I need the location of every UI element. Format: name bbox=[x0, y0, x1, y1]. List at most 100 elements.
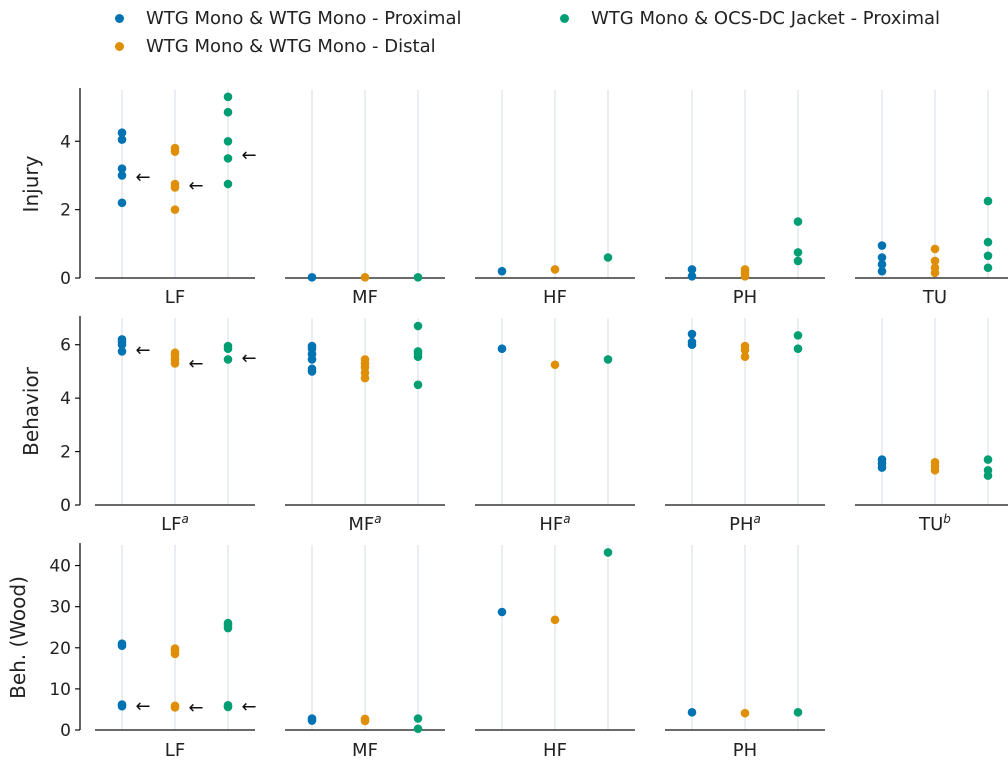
arrow-annotation: ← bbox=[135, 167, 150, 188]
data-point bbox=[877, 241, 887, 250]
data-point bbox=[983, 237, 993, 247]
data-point bbox=[930, 457, 940, 467]
y-tick-label: 40 bbox=[49, 557, 71, 577]
legend: WTG Mono & WTG Mono - Proximal WTG Mono … bbox=[0, 0, 1008, 70]
y-tick-label: 0 bbox=[60, 721, 71, 741]
data-point bbox=[793, 256, 803, 266]
data-point bbox=[603, 253, 613, 262]
arrow-annotation: ← bbox=[241, 145, 256, 166]
panel-label: HFa bbox=[539, 512, 570, 535]
y-tick-label: 20 bbox=[49, 639, 71, 659]
y-tick-label: 0 bbox=[60, 269, 71, 289]
data-point bbox=[223, 179, 233, 189]
data-point bbox=[117, 171, 127, 180]
data-point bbox=[307, 714, 317, 723]
data-point bbox=[497, 607, 507, 617]
legend-item-proximal: WTG Mono & WTG Mono - Proximal bbox=[115, 8, 462, 29]
arrow-annotation: ← bbox=[135, 340, 150, 361]
data-point bbox=[413, 724, 423, 734]
y-tick-label: 10 bbox=[49, 680, 71, 700]
data-point bbox=[413, 321, 423, 331]
y-tick-label: 2 bbox=[60, 443, 71, 463]
data-point bbox=[117, 347, 127, 356]
data-point bbox=[223, 92, 233, 102]
data-point bbox=[413, 347, 423, 356]
data-point bbox=[170, 701, 180, 711]
data-point bbox=[793, 344, 803, 354]
panel-label: PH bbox=[733, 740, 757, 761]
arrow-annotation: ← bbox=[188, 697, 203, 718]
legend-label: WTG Mono & WTG Mono - Proximal bbox=[146, 8, 462, 29]
data-point bbox=[877, 260, 887, 269]
legend-item-distal: WTG Mono & WTG Mono - Distal bbox=[115, 36, 436, 57]
data-point bbox=[687, 265, 697, 274]
legend-label: WTG Mono & OCS-DC Jacket - Proximal bbox=[591, 8, 941, 29]
data-point bbox=[603, 548, 613, 557]
y-tick-label: 2 bbox=[60, 201, 71, 221]
data-point bbox=[603, 355, 613, 364]
panel-label: MFa bbox=[348, 512, 381, 535]
y-axis-label: Injury bbox=[19, 155, 43, 212]
panel-label-superscript: a bbox=[374, 512, 381, 526]
y-tick-label: 30 bbox=[49, 598, 71, 618]
data-point bbox=[793, 217, 803, 226]
data-point bbox=[983, 251, 993, 261]
data-point bbox=[223, 618, 233, 628]
panel-label: LF bbox=[165, 740, 185, 761]
data-point bbox=[550, 615, 560, 625]
data-point bbox=[793, 708, 803, 717]
data-point bbox=[170, 143, 180, 153]
data-point bbox=[983, 455, 993, 464]
data-point bbox=[223, 107, 233, 117]
data-point bbox=[117, 639, 127, 648]
data-point bbox=[413, 380, 423, 390]
data-point bbox=[223, 355, 233, 364]
data-point bbox=[793, 248, 803, 257]
data-point bbox=[170, 205, 180, 214]
data-point bbox=[930, 244, 940, 254]
panel-label: HF bbox=[543, 287, 567, 308]
panel-label: TU bbox=[922, 287, 947, 308]
data-point bbox=[117, 700, 127, 709]
panel-label-superscript: a bbox=[182, 512, 189, 526]
legend-item-jacket: WTG Mono & OCS-DC Jacket - Proximal bbox=[560, 8, 940, 29]
data-point bbox=[117, 135, 127, 144]
data-point bbox=[550, 360, 560, 370]
data-point bbox=[170, 644, 180, 653]
data-point bbox=[170, 179, 180, 189]
data-point bbox=[307, 364, 317, 374]
data-point bbox=[930, 263, 940, 273]
data-point bbox=[687, 337, 697, 347]
arrow-annotation: ← bbox=[241, 697, 256, 718]
panel-label: HF bbox=[543, 740, 567, 761]
data-point bbox=[497, 344, 507, 354]
y-tick-label: 4 bbox=[60, 389, 71, 409]
panel-label: PHa bbox=[729, 512, 761, 535]
data-point bbox=[877, 266, 887, 276]
data-point bbox=[740, 265, 750, 274]
panel-label: LFa bbox=[161, 512, 189, 535]
panel-label-superscript: a bbox=[754, 512, 761, 526]
panel-label: LF bbox=[165, 287, 185, 308]
data-point bbox=[223, 341, 233, 351]
data-point bbox=[877, 455, 887, 464]
y-tick-label: 0 bbox=[60, 496, 71, 516]
data-point bbox=[223, 154, 233, 163]
data-point bbox=[413, 714, 423, 723]
legend-marker-green bbox=[560, 14, 569, 23]
y-axis-label: Behavior bbox=[19, 366, 43, 456]
legend-label: WTG Mono & WTG Mono - Distal bbox=[146, 36, 436, 57]
panel-label: MF bbox=[352, 740, 378, 761]
data-point bbox=[983, 263, 993, 273]
arrow-annotation: ← bbox=[241, 348, 256, 369]
data-point bbox=[413, 273, 423, 282]
y-tick-label: 4 bbox=[60, 132, 71, 152]
data-point bbox=[223, 136, 233, 146]
data-point bbox=[117, 164, 127, 173]
data-point bbox=[983, 465, 993, 475]
data-point bbox=[117, 198, 127, 208]
panel-label-superscript: b bbox=[943, 512, 951, 526]
panel-label: TUb bbox=[918, 512, 951, 535]
data-point bbox=[687, 271, 697, 281]
